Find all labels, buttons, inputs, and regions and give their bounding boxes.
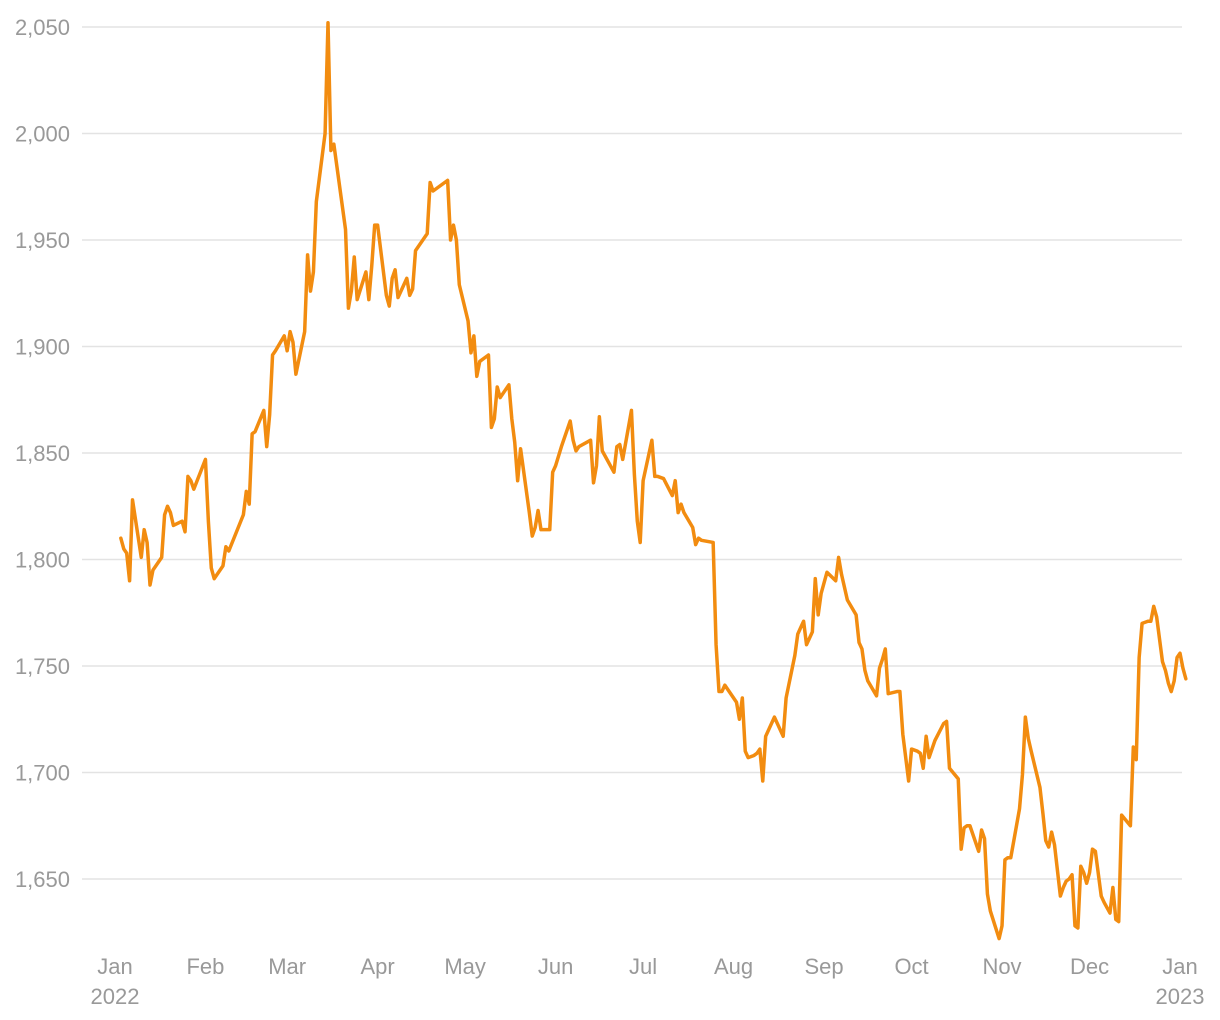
x-tick-label: Nov — [982, 954, 1021, 979]
x-tick-label: Mar — [268, 954, 306, 979]
y-tick-label: 1,950 — [15, 228, 70, 253]
x-tick-year-label: 2023 — [1156, 984, 1205, 1009]
y-tick-label: 2,000 — [15, 122, 70, 147]
y-tick-label: 1,800 — [15, 548, 70, 573]
x-axis-tick-labels: Jan 2022 Feb Mar Apr May Jun Jul Aug Sep Oct Nov Dec… — [91, 954, 1205, 1009]
x-tick-label: Jun — [538, 954, 573, 979]
x-tick-label: Sep — [804, 954, 843, 979]
gold-price-line — [119, 20, 1188, 941]
y-tick-label: 1,700 — [15, 761, 70, 786]
y-tick-label: 1,850 — [15, 441, 70, 466]
y-tick-label: 1,900 — [15, 335, 70, 360]
x-tick-label: Jan — [1162, 954, 1197, 979]
y-tick-label: 1,650 — [15, 867, 70, 892]
x-tick-label: Jan — [97, 954, 132, 979]
y-tick-label: 1,750 — [15, 654, 70, 679]
x-tick-label: Oct — [894, 954, 928, 979]
x-tick-label: Feb — [186, 954, 224, 979]
x-tick-label: May — [444, 954, 486, 979]
y-axis-tick-labels: 1,650 1,700 1,750 1,800 1,850 1,900 1,950 2,000… — [15, 15, 70, 892]
x-tick-label: Dec — [1070, 954, 1109, 979]
x-tick-label: Aug — [714, 954, 753, 979]
x-tick-label: Jul — [629, 954, 657, 979]
x-tick-label: Apr — [360, 954, 394, 979]
y-tick-label: 2,050 — [15, 15, 70, 40]
x-tick-year-label: 2022 — [91, 984, 140, 1009]
